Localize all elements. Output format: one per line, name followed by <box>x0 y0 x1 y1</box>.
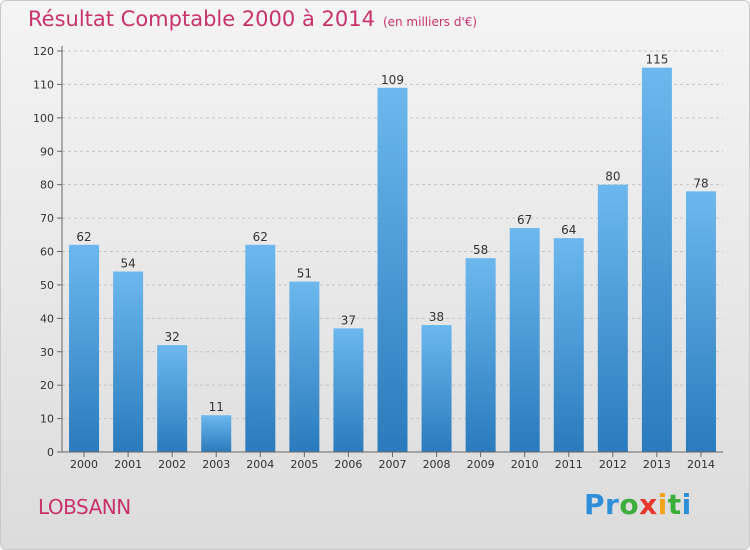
bar-value-label: 62 <box>76 230 91 244</box>
bar-value-label: 78 <box>693 176 708 190</box>
bar <box>421 325 452 452</box>
y-tick-label: 50 <box>40 279 54 292</box>
x-tick-label: 2007 <box>379 458 407 471</box>
x-tick-label: 2001 <box>114 458 142 471</box>
logo-letter: o <box>619 488 640 521</box>
bar <box>509 228 540 452</box>
bar <box>245 244 276 452</box>
bar <box>333 328 364 452</box>
bar <box>113 271 144 452</box>
bar <box>597 184 628 452</box>
bar <box>685 191 716 452</box>
bar <box>377 87 408 452</box>
bar-value-label: 11 <box>209 400 224 414</box>
x-tick-label: 2005 <box>290 458 318 471</box>
bar-value-label: 37 <box>341 313 356 327</box>
bar <box>69 244 100 452</box>
bar-value-label: 64 <box>561 223 576 237</box>
bars: 62 54 32 11 62 51 37 109 38 58 67 64 80 115 78 <box>69 53 716 452</box>
bar-value-label: 58 <box>473 243 488 257</box>
logo-letter: P <box>584 488 606 521</box>
bar-value-label: 67 <box>517 213 532 227</box>
chart-subtitle: (en milliers d'€) <box>382 15 478 29</box>
x-tick-label: 2003 <box>202 458 230 471</box>
bar <box>289 281 320 452</box>
axes: 0 10 20 30 40 50 60 70 80 90 100 110 120 2000 2001 2002… <box>33 45 723 471</box>
logo-letter: i <box>657 488 668 521</box>
y-tick-label: 30 <box>40 346 54 359</box>
y-tick-label: 20 <box>40 379 54 392</box>
bar <box>553 238 584 452</box>
logo-letter: r <box>605 488 620 521</box>
bar-value-label: 38 <box>429 310 444 324</box>
bar-value-label: 32 <box>165 330 180 344</box>
y-tick-label: 80 <box>40 179 54 192</box>
logo-letter: i <box>681 488 692 521</box>
bar-value-label: 80 <box>605 170 620 184</box>
bar-value-label: 54 <box>120 257 135 271</box>
x-tick-label: 2010 <box>511 458 539 471</box>
y-tick-label: 10 <box>40 413 54 426</box>
bar <box>201 415 232 452</box>
bar <box>157 345 188 452</box>
x-tick-label: 2009 <box>467 458 495 471</box>
x-tick-label: 2008 <box>423 458 451 471</box>
town-name: LOBSANN <box>38 495 131 519</box>
y-tick-label: 100 <box>33 112 54 125</box>
y-tick-label: 90 <box>40 145 54 158</box>
bar-value-label: 51 <box>297 267 312 281</box>
x-tick-label: 2006 <box>334 458 362 471</box>
x-tick-label: 2014 <box>687 458 715 471</box>
logo-letter: x <box>639 488 658 521</box>
y-tick-label: 60 <box>40 246 54 259</box>
x-tick-label: 2000 <box>70 458 98 471</box>
y-tick-label: 40 <box>40 312 54 325</box>
y-tick-label: 110 <box>33 78 54 91</box>
proxiti-logo: Proxiti <box>584 488 692 521</box>
x-tick-label: 2002 <box>158 458 186 471</box>
x-tick-label: 2004 <box>246 458 274 471</box>
x-tick-label: 2013 <box>643 458 671 471</box>
bar-value-label: 115 <box>645 53 668 67</box>
x-tick-label: 2012 <box>599 458 627 471</box>
bar-value-label: 109 <box>381 73 404 87</box>
bar-value-label: 62 <box>253 230 268 244</box>
chart-title-text: Résultat Comptable 2000 à 2014 <box>28 7 375 31</box>
logo-letter: t <box>667 488 682 521</box>
chart-title: Résultat Comptable 2000 à 2014 (en millie… <box>28 7 477 31</box>
y-tick-label: 70 <box>40 212 54 225</box>
x-tick-label: 2011 <box>555 458 583 471</box>
y-tick-label: 0 <box>47 446 54 459</box>
bar <box>641 67 672 452</box>
y-tick-label: 120 <box>33 45 54 58</box>
bar <box>465 258 496 452</box>
